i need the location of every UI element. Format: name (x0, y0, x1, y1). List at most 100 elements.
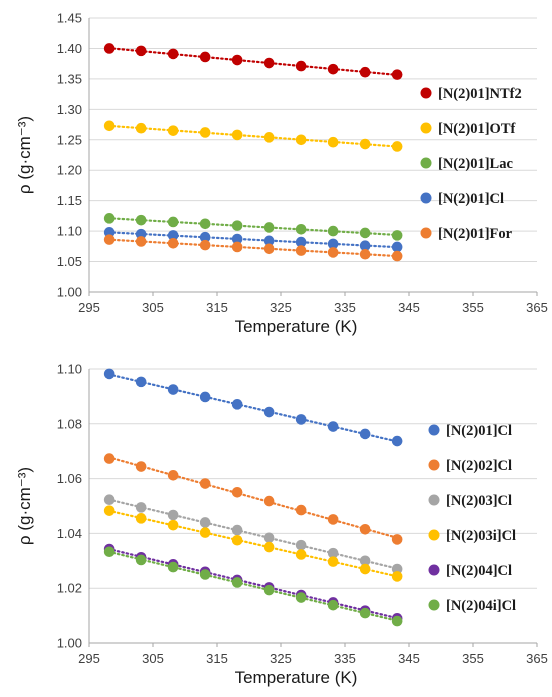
data-point (135, 45, 147, 57)
data-point (135, 513, 147, 524)
data-point (103, 494, 115, 505)
data-point (167, 237, 179, 249)
trendline (108, 456, 399, 539)
data-point (391, 250, 403, 262)
x-tick-label: 325 (270, 651, 292, 666)
trendline (108, 217, 399, 237)
series-1 (103, 43, 403, 80)
y-tick-label: 1.35 (57, 71, 82, 86)
x-tick-label: 345 (398, 651, 420, 666)
data-point (263, 584, 275, 596)
y-tick-label: 1.06 (57, 471, 82, 486)
data-point (359, 607, 371, 619)
data-point (167, 216, 179, 228)
series-3 (103, 213, 403, 241)
legend-marker (428, 459, 440, 471)
data-point (231, 129, 243, 141)
data-point (359, 240, 371, 252)
data-point (327, 514, 339, 525)
data-point (103, 368, 115, 380)
legend-label: [N(2)04]Cl (446, 563, 512, 579)
data-point (103, 43, 115, 54)
data-point (295, 549, 307, 560)
trendline (108, 47, 399, 77)
trendline (108, 509, 399, 578)
y-tick-label: 1.04 (57, 526, 82, 541)
legend-label: [N(2)03]Cl (446, 493, 512, 509)
data-point (167, 48, 179, 60)
data-point (359, 248, 371, 260)
y-tick-label: 1.20 (57, 163, 82, 178)
x-tick-label: 315 (206, 300, 228, 315)
legend-marker (420, 157, 432, 169)
y-tick-label: 1.30 (57, 102, 82, 117)
x-tick-label: 305 (142, 300, 164, 315)
data-point (295, 134, 307, 146)
data-point (391, 241, 403, 253)
data-point (295, 223, 307, 235)
data-point (263, 132, 275, 143)
x-tick-label: 315 (206, 651, 228, 666)
legend-label: [N(2)01]OTf (438, 121, 515, 137)
data-point (103, 234, 115, 245)
data-point (135, 228, 147, 240)
x-tick-label: 305 (142, 651, 164, 666)
data-point (295, 60, 307, 72)
legend-label: [N(2)01]For (438, 226, 513, 242)
x-tick-label: 325 (270, 300, 292, 315)
data-point (359, 227, 371, 239)
data-point (167, 384, 179, 395)
data-point (103, 505, 115, 516)
legend-label: [N(2)01]Lac (438, 156, 513, 172)
data-point (327, 225, 339, 237)
data-point (231, 399, 243, 410)
legend-label: [N(2)02]Cl (446, 458, 512, 474)
legend-label: [N(2)01]Cl (446, 423, 512, 439)
data-point (231, 54, 243, 66)
data-point (391, 141, 403, 152)
data-point (263, 495, 275, 507)
data-point (295, 245, 307, 256)
trendline (108, 124, 399, 148)
x-tick-label: 365 (526, 651, 548, 666)
legend-label: [N(2)01]Cl (438, 191, 504, 207)
x-tick-label: 345 (398, 300, 420, 315)
legend-label: [N(2)04i]Cl (446, 598, 516, 614)
data-point (359, 428, 371, 440)
data-point (391, 435, 403, 447)
x-tick-label: 335 (334, 651, 356, 666)
data-point (295, 592, 307, 603)
x-axis-title: Temperature (K) (235, 668, 358, 687)
trendline (108, 498, 399, 570)
series-2 (103, 120, 403, 152)
data-point (263, 57, 275, 69)
data-point (167, 230, 179, 241)
y-tick-label: 1.45 (57, 11, 82, 26)
series-2 (103, 453, 403, 545)
x-tick-label: 335 (334, 300, 356, 315)
legend-marker (428, 424, 440, 436)
data-point (391, 230, 403, 241)
data-point (327, 547, 339, 559)
data-point (135, 214, 147, 226)
y-axis-title: ρ (g·cm⁻³) (15, 116, 34, 194)
legend: [N(2)01]NTf2 [N(2)01]OTf [N(2)01]Lac [N(2)0… (420, 86, 522, 242)
data-point (295, 414, 307, 425)
data-point (263, 406, 275, 418)
legend-marker (420, 192, 432, 204)
data-point (167, 509, 179, 521)
legend-marker (428, 599, 440, 611)
x-axis-title: Temperature (K) (235, 317, 358, 336)
data-point (199, 391, 211, 403)
data-point (103, 213, 115, 224)
y-tick-label: 1.10 (57, 362, 82, 377)
data-point (263, 235, 275, 247)
series-5 (103, 234, 403, 262)
data-point (231, 524, 243, 536)
trendline (108, 373, 399, 443)
legend-marker (428, 494, 440, 506)
x-tick-label: 355 (462, 651, 484, 666)
data-point (167, 125, 179, 136)
data-point (391, 615, 403, 627)
trendline (108, 238, 399, 258)
